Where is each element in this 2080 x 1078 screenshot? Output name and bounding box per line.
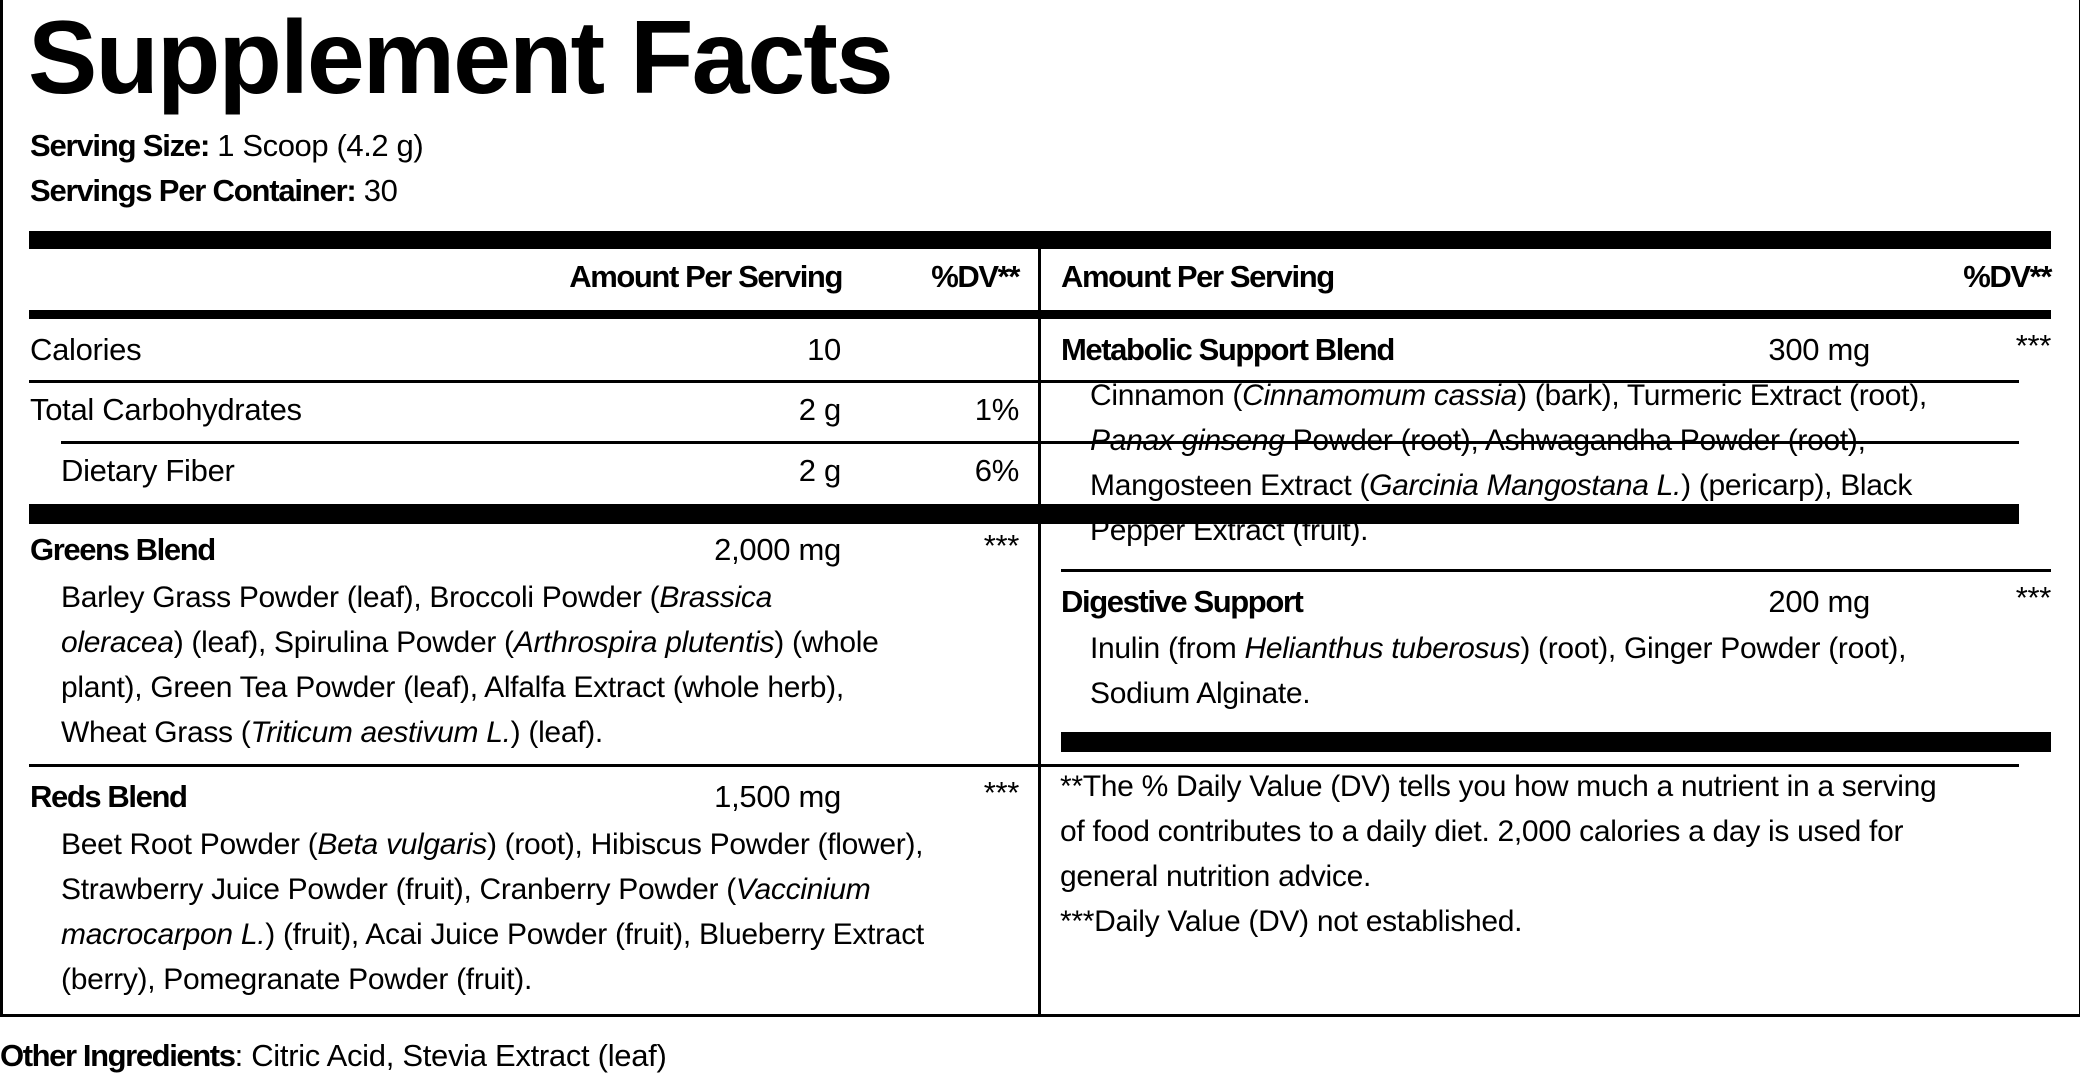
blend-ingredients: Barley Grass Powder (leaf), Broccoli Pow… — [61, 575, 879, 755]
botanical-name: Cinnamomum cassia — [1242, 379, 1518, 412]
ingredient-line: Strawberry Juice Powder (fruit), Cranber… — [61, 867, 924, 912]
ingredient-line: Sodium Alginate. — [1090, 671, 1906, 716]
ingredient-text: plant), Green Tea Powder (leaf), Alfalfa… — [61, 671, 844, 704]
top-thick-bar — [29, 231, 2051, 249]
blend-name: Reds Blend — [30, 779, 188, 814]
divider — [29, 764, 2019, 767]
botanical-name: Panax ginseng — [1090, 424, 1285, 457]
right-header-amount: Amount Per Serving — [1061, 259, 1335, 294]
blend-ingredients: Cinnamon (Cinnamomum cassia) (bark), Tur… — [1090, 373, 1927, 553]
blend-ingredients: Inulin (from Helianthus tuberosus) (root… — [1090, 626, 1906, 716]
ingredient-text: ) (bark), Turmeric Extract (root), — [1517, 379, 1927, 412]
ingredient-text: ) (root), Ginger Powder (root), — [1520, 632, 1907, 665]
botanical-name: Brassica — [659, 581, 773, 614]
blend-dv: *** — [2015, 328, 2052, 363]
divider — [29, 380, 2019, 383]
blend-dv: *** — [983, 775, 1020, 810]
serving-size-label: Serving Size: — [30, 128, 210, 163]
ingredient-text: Barley Grass Powder (leaf), Broccoli Pow… — [61, 581, 660, 614]
ingredient-line: macrocarpon L.) (fruit), Acai Juice Powd… — [61, 912, 924, 957]
right-header-dv: %DV** — [1963, 259, 2052, 294]
botanical-name: Beta vulgaris — [317, 828, 487, 861]
ingredient-text: ) (leaf), Spirulina Powder ( — [173, 626, 514, 659]
left-header-amount: Amount Per Serving — [569, 259, 843, 294]
ingredient-text: Sodium Alginate. — [1090, 677, 1311, 710]
ingredient-text: Pepper Extract (fruit). — [1090, 514, 1369, 547]
servings-per-container-label: Servings Per Container: — [30, 173, 357, 208]
ingredient-line: Mangosteen Extract (Garcinia Mangostana … — [1090, 463, 1927, 508]
ingredient-text: Inulin (from — [1090, 632, 1245, 665]
divider — [1061, 569, 2051, 572]
footnote-line: ***Daily Value (DV) not established. — [1060, 905, 1523, 938]
botanical-name: Arthrospira plutentis — [513, 626, 775, 659]
botanical-name: macrocarpon L. — [61, 918, 266, 951]
other-ingredients-value: : Citric Acid, Stevia Extract (leaf) — [234, 1038, 667, 1073]
left-header-dv: %DV** — [931, 259, 1020, 294]
botanical-name: oleracea — [61, 626, 174, 659]
footnotes: **The % Daily Value (DV) tells you how m… — [1060, 764, 1937, 944]
ingredient-line: Wheat Grass (Triticum aestivum L.) (leaf… — [61, 710, 879, 755]
ingredient-line: plant), Green Tea Powder (leaf), Alfalfa… — [61, 665, 879, 710]
ingredient-text: Mangosteen Extract ( — [1090, 469, 1370, 502]
ingredient-line: Cinnamon (Cinnamomum cassia) (bark), Tur… — [1090, 373, 1927, 418]
right-header-bar — [1041, 310, 2051, 319]
ingredient-text: ) (root), Hibiscus Powder (flower), — [486, 828, 924, 861]
botanical-name: Helianthus tuberosus — [1244, 632, 1521, 665]
blend-name: Metabolic Support Blend — [1061, 332, 1395, 367]
divider — [61, 441, 2019, 444]
blend-amount: 2,000 mg — [714, 532, 841, 567]
ingredient-text: ) (pericarp), Black — [1681, 469, 1913, 502]
blend-dv: *** — [2015, 580, 2052, 615]
nutrient-dv: 6% — [974, 453, 1020, 488]
nutrient-amount: 2 g — [798, 392, 842, 427]
footnote-thick-bar — [1061, 732, 2051, 752]
blend-ingredients: Beet Root Powder (Beta vulgaris) (root),… — [61, 822, 924, 1002]
blend-amount: 200 mg — [1768, 584, 1870, 619]
footnote-line: general nutrition advice. — [1060, 860, 1372, 893]
page-title: Supplement Facts — [28, 0, 894, 116]
left-header-bar — [29, 310, 2019, 319]
blend-amount: 1,500 mg — [714, 779, 841, 814]
ingredient-text: Powder (root), Ashwagandha Powder (root)… — [1284, 424, 1866, 457]
ingredient-text: ) (whole — [774, 626, 879, 659]
blend-name: Greens Blend — [30, 532, 216, 567]
ingredient-text: ) (fruit), Acai Juice Powder (fruit), Bl… — [265, 918, 924, 951]
nutrient-name: Calories — [30, 332, 142, 367]
ingredient-text: Cinnamon ( — [1090, 379, 1243, 412]
ingredient-line: Pepper Extract (fruit). — [1090, 508, 1927, 553]
servings-per-container-value: 30 — [355, 173, 398, 208]
ingredient-line: Beet Root Powder (Beta vulgaris) (root),… — [61, 822, 924, 867]
serving-size-value: 1 Scoop (4.2 g) — [209, 128, 424, 163]
ingredient-line: Barley Grass Powder (leaf), Broccoli Pow… — [61, 575, 879, 620]
ingredient-text: Wheat Grass ( — [61, 716, 251, 749]
botanical-name: Garcinia Mangostana L. — [1369, 469, 1682, 502]
blend-dv: *** — [983, 528, 1020, 563]
ingredient-text: Beet Root Powder ( — [61, 828, 318, 861]
footnote-line: **The % Daily Value (DV) tells you how m… — [1060, 770, 1937, 803]
nutrient-name: Dietary Fiber — [61, 453, 235, 488]
other-ingredients-label: Other Ingredients — [0, 1038, 236, 1073]
ingredient-text: ) (leaf). — [510, 716, 604, 749]
nutrient-dv: 1% — [974, 392, 1020, 427]
ingredient-line: (berry), Pomegranate Powder (fruit). — [61, 957, 924, 1002]
serving-size: Serving Size: 1 Scoop (4.2 g) — [30, 128, 424, 163]
ingredient-line: Inulin (from Helianthus tuberosus) (root… — [1090, 626, 1906, 671]
nutrients-thick-bar — [29, 504, 2019, 524]
ingredient-line: Panax ginseng Powder (root), Ashwagandha… — [1090, 418, 1927, 463]
ingredient-text: Strawberry Juice Powder (fruit), Cranber… — [61, 873, 736, 906]
nutrient-amount: 10 — [807, 332, 841, 367]
blend-amount: 300 mg — [1768, 332, 1870, 367]
ingredient-text: (berry), Pomegranate Powder (fruit). — [61, 963, 533, 996]
nutrient-name: Total Carbohydrates — [30, 392, 302, 427]
servings-per-container: Servings Per Container: 30 — [30, 173, 398, 208]
other-ingredients: Other Ingredients: Citric Acid, Stevia E… — [0, 1040, 667, 1071]
botanical-name: Triticum aestivum L. — [250, 716, 511, 749]
column-divider — [1038, 249, 1041, 1016]
nutrient-amount: 2 g — [798, 453, 842, 488]
footnote-line: of food contributes to a daily diet. 2,0… — [1060, 815, 1904, 848]
blend-name: Digestive Support — [1061, 584, 1304, 619]
ingredient-line: oleracea) (leaf), Spirulina Powder (Arth… — [61, 620, 879, 665]
botanical-name: Vaccinium — [735, 873, 871, 906]
